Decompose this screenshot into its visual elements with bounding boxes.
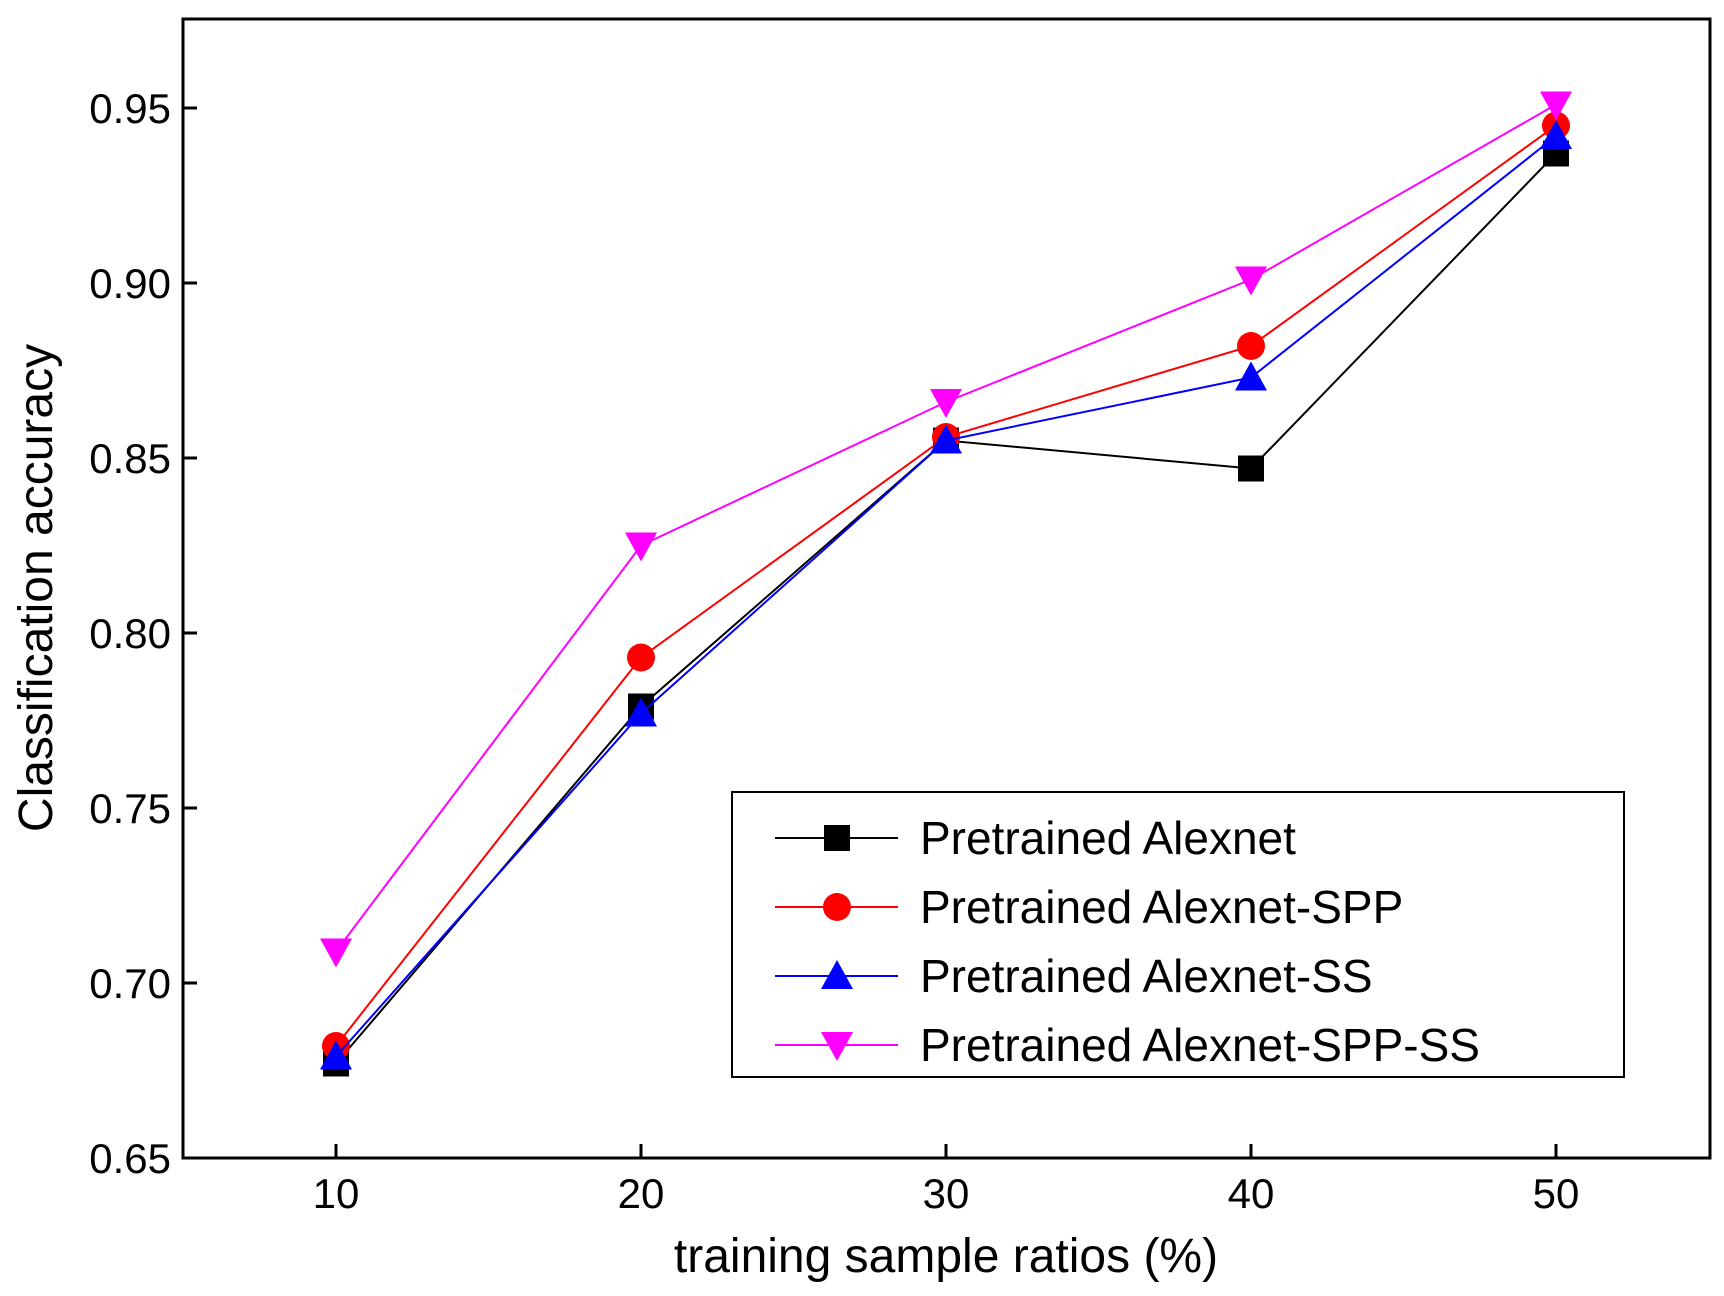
x-tick-label: 50 xyxy=(1533,1170,1580,1217)
data-point xyxy=(1235,361,1267,391)
series-4 xyxy=(320,91,1572,968)
legend: Pretrained Alexnet Pretrained Alexnet-SPP… xyxy=(731,791,1625,1078)
data-point xyxy=(320,1040,352,1070)
data-point xyxy=(1237,332,1265,360)
x-tick-label: 20 xyxy=(618,1170,665,1217)
y-tick-label: 0.80 xyxy=(89,610,171,657)
data-point xyxy=(1540,91,1572,121)
data-point xyxy=(1235,266,1267,296)
x-tick-label: 40 xyxy=(1228,1170,1275,1217)
legend-label: Pretrained Alexnet-SS xyxy=(920,950,1373,1002)
legend-label: Pretrained Alexnet xyxy=(920,812,1296,864)
x-tick-label: 10 xyxy=(313,1170,360,1217)
legend-item: Pretrained Alexnet-SPP-SS xyxy=(775,1019,1480,1071)
x-axis: 10 20 30 40 50 xyxy=(313,1144,1580,1217)
data-point xyxy=(1238,455,1264,482)
x-axis-title: training sample ratios (%) xyxy=(674,1230,1218,1283)
y-tick-label: 0.65 xyxy=(89,1135,171,1182)
y-tick-label: 0.70 xyxy=(89,960,171,1007)
y-axis-title: Classification accuracy xyxy=(10,344,63,832)
data-point xyxy=(625,532,657,562)
legend-box xyxy=(731,791,1625,1078)
y-tick-label: 0.95 xyxy=(89,85,171,132)
series-3 xyxy=(320,120,1572,1070)
y-axis: 0.65 0.70 0.75 0.80 0.85 0.90 0.95 xyxy=(89,85,197,1182)
legend-item: Pretrained Alexnet-SPP xyxy=(775,881,1403,933)
y-tick-label: 0.75 xyxy=(89,785,171,832)
data-point xyxy=(625,697,657,727)
data-point xyxy=(320,938,352,968)
legend-marker xyxy=(824,825,850,851)
data-point xyxy=(930,424,962,454)
legend-marker xyxy=(821,960,853,989)
legend-item: Pretrained Alexnet xyxy=(775,812,1296,864)
legend-marker xyxy=(821,1032,853,1061)
legend-label: Pretrained Alexnet-SPP-SS xyxy=(920,1019,1480,1071)
data-point xyxy=(930,389,962,418)
x-tick-label: 30 xyxy=(923,1170,970,1217)
legend-marker xyxy=(823,893,851,921)
data-point xyxy=(627,643,655,672)
legend-item: Pretrained Alexnet-SS xyxy=(775,950,1373,1002)
y-tick-label: 0.85 xyxy=(89,435,171,482)
legend-label: Pretrained Alexnet-SPP xyxy=(920,881,1403,933)
series-layer xyxy=(320,91,1572,1077)
data-point xyxy=(1540,120,1572,149)
y-tick-label: 0.90 xyxy=(89,260,171,307)
